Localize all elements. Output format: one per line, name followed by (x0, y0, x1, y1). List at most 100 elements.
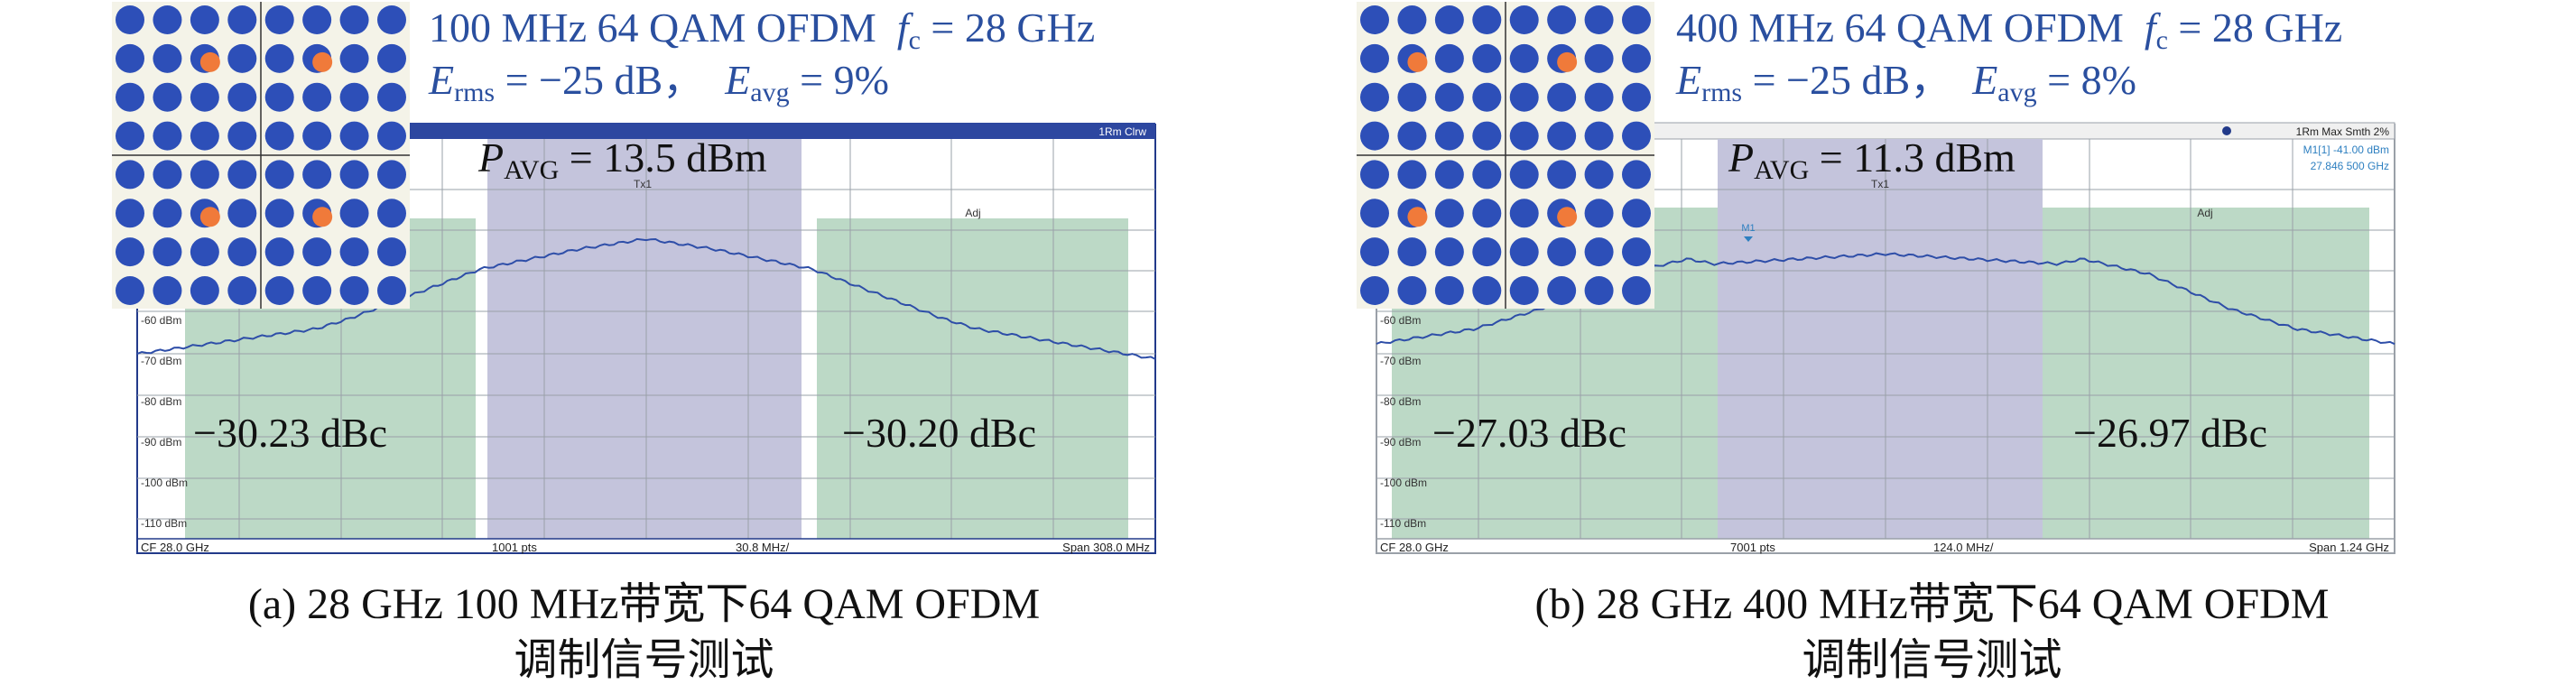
eavg-value: = 8% (2036, 57, 2136, 103)
constellation-point (190, 160, 219, 190)
constellation-point (116, 121, 144, 151)
constellation-point (1397, 82, 1427, 112)
footer-right: Span 1.24 GHz (2309, 541, 2389, 554)
panel-b: 1Rm Max Smth 2% M1[1] -41.00 dBm 27.846 … (1288, 0, 2576, 694)
constellation-point (1397, 237, 1427, 267)
caption-line1: (b) 28 GHz 400 MHz带宽下64 QAM OFDM (1534, 580, 2330, 628)
constellation-point (339, 237, 369, 267)
constellation-point (1584, 43, 1614, 73)
ytick-label: -90 dBm (141, 436, 181, 449)
constellation-diagram (112, 2, 410, 309)
spectrum-trace (136, 237, 1156, 360)
constellation-highlight (1407, 51, 1428, 72)
ytick-label: -90 dBm (1380, 436, 1421, 449)
constellation-point (1584, 82, 1614, 112)
constellation-point (1360, 276, 1389, 305)
fc-value: = 28 GHz (920, 5, 1096, 51)
constellation-point (1434, 43, 1464, 73)
constellation-point (153, 121, 182, 151)
adj-channel-right (2043, 208, 2369, 539)
panel-a: 1Rm Clrw -60 dBm -70 dBm -80 dBm -90 dBm… (112, 2, 1156, 684)
constellation-point (1472, 160, 1502, 190)
constellation-point (339, 121, 369, 151)
constellation-point (302, 5, 332, 34)
tx-channel (487, 139, 802, 539)
ytick-label: -70 dBm (1380, 355, 1421, 367)
constellation-point (1509, 43, 1539, 73)
constellation-point (339, 82, 369, 112)
ytick-labels: -60 dBm -70 dBm -80 dBm -90 dBm -100 dBm… (1380, 314, 1427, 530)
constellation-point (1547, 82, 1577, 112)
erms-subscript: rms (1701, 78, 1743, 107)
constellation-point (1547, 160, 1577, 190)
ytick-label: -110 dBm (141, 517, 187, 530)
constellation-point (227, 237, 257, 267)
constellation-point (153, 237, 182, 267)
fc-value: = 28 GHz (2167, 5, 2343, 51)
eavg-subscript: avg (750, 78, 790, 107)
constellation-point (1360, 199, 1389, 228)
footer-right: Span 308.0 MHz (1062, 541, 1150, 554)
constellation-point (1360, 121, 1389, 151)
constellation-point (377, 43, 406, 73)
grid (1376, 139, 2395, 539)
footer-mid: 1001 pts (492, 541, 537, 554)
info-prefix: 100 MHz 64 QAM OFDM (429, 5, 876, 51)
footer-midright: 124.0 MHz/ (1933, 541, 1994, 554)
constellation-point (227, 199, 257, 228)
constellation-point (116, 5, 144, 34)
constellation-highlight (1557, 207, 1578, 227)
constellation-point (302, 160, 332, 190)
constellation-point (264, 276, 294, 305)
ytick-label: -110 dBm (1380, 517, 1426, 530)
constellation-point (264, 199, 294, 228)
constellation-point (190, 237, 219, 267)
constellation-point (1434, 276, 1464, 305)
erms-value: = −25 dB， (495, 57, 705, 103)
spectrum-chart-a: 1Rm Clrw -60 dBm -70 dBm -80 dBm -90 dBm… (136, 123, 1156, 554)
ytick-label: -100 dBm (1380, 477, 1427, 489)
constellation-point (1509, 237, 1539, 267)
constellation-point (1397, 160, 1427, 190)
eavg-symbol: E (725, 57, 751, 103)
average-power: PAVG = 11.3 dBm (1728, 137, 2015, 184)
constellation-point (1397, 5, 1427, 34)
constellation-point (1360, 82, 1389, 112)
constellation-point (1584, 276, 1614, 305)
caption-line2: 调制信号测试 (514, 636, 774, 684)
constellation-point (1547, 121, 1577, 151)
adj-channel-right (817, 218, 1128, 539)
constellation-point (227, 276, 257, 305)
fc-subscript: c (2155, 25, 2168, 55)
constellation-point (1622, 43, 1651, 73)
constellation-point (1509, 5, 1539, 34)
constellation-point (339, 160, 369, 190)
fc-symbol: f (896, 5, 909, 51)
signal-info-line2: Erms = −25 dB， Eavg = 8% (1676, 60, 2136, 106)
constellation-point (1472, 199, 1502, 228)
constellation-point (153, 82, 182, 112)
tx-channel-label: Tx1 (634, 178, 652, 190)
constellation-point (1360, 43, 1389, 73)
constellation-highlight (312, 51, 333, 72)
constellation-point (116, 276, 144, 305)
constellation-point (1622, 121, 1651, 151)
constellation-point (190, 276, 219, 305)
constellation-point (264, 237, 294, 267)
constellation-point (1622, 5, 1651, 34)
ytick-label: -80 dBm (1380, 395, 1421, 408)
constellation-highlight (1557, 51, 1578, 72)
constellation-point (1622, 199, 1651, 228)
constellation-point (153, 276, 182, 305)
constellation-point (116, 43, 144, 73)
constellation-point (264, 82, 294, 112)
constellation-point (153, 160, 182, 190)
constellation-point (1509, 121, 1539, 151)
constellation-point (1509, 199, 1539, 228)
erms-symbol: E (1676, 57, 1702, 103)
constellation-point (1509, 276, 1539, 305)
constellation-point (339, 43, 369, 73)
constellation-point (1434, 199, 1464, 228)
constellation-point (339, 5, 369, 34)
constellation-point (190, 5, 219, 34)
